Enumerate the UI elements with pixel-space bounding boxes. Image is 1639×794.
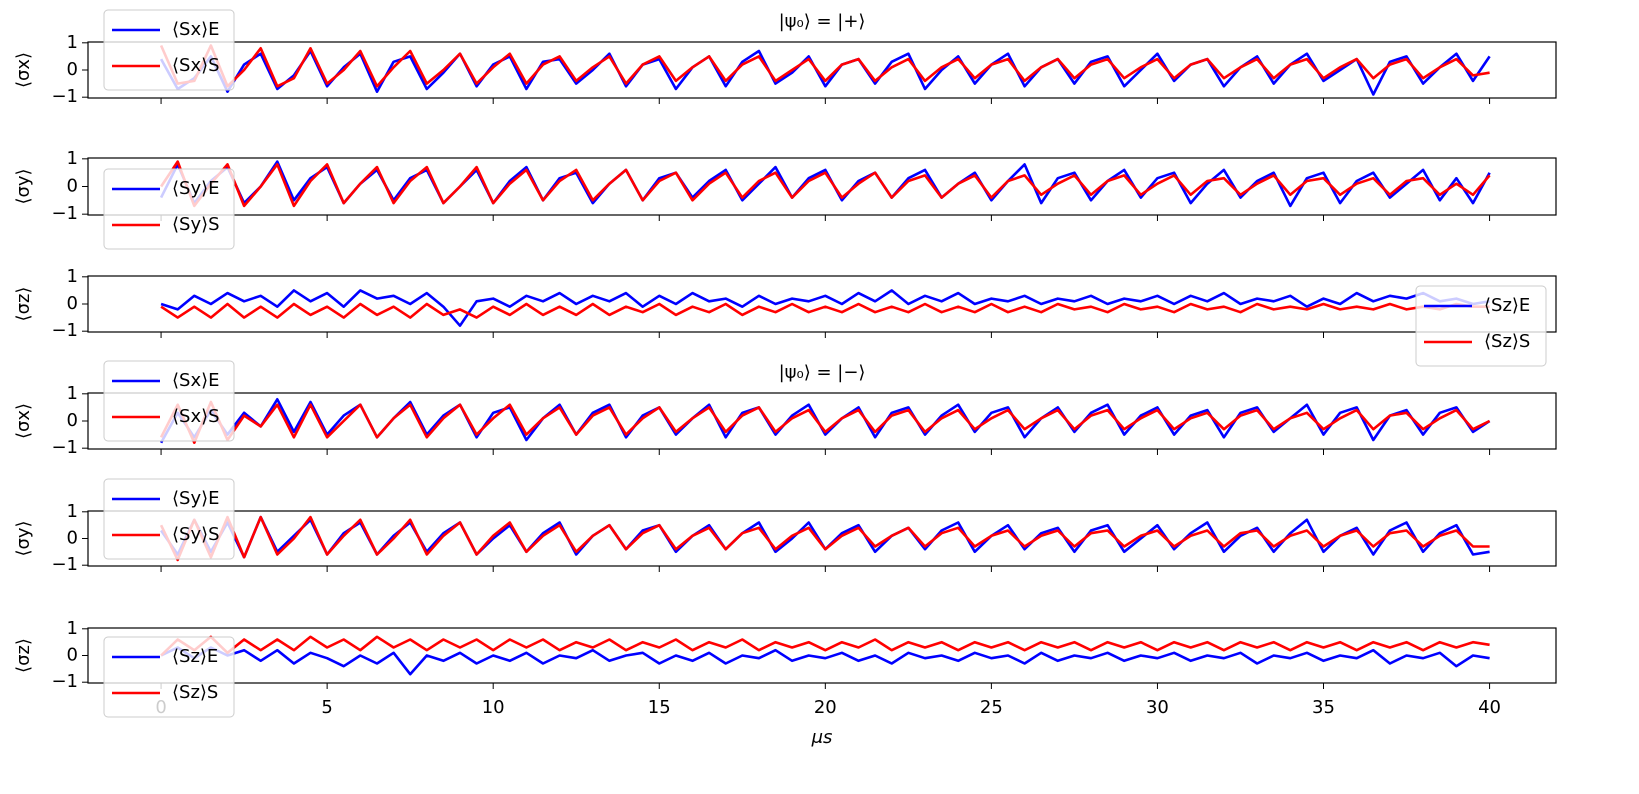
legend-label: ⟨Sy⟩S [172, 524, 220, 545]
legend-label: ⟨Sx⟩E [172, 19, 220, 40]
y-tick-label: −1 [51, 437, 78, 458]
legend-label: ⟨Sz⟩S [1484, 331, 1530, 352]
y-tick-label: 1 [67, 32, 78, 53]
y-axis-label: ⟨σz⟩ [13, 638, 34, 673]
legend-label: ⟨Sy⟩S [172, 214, 220, 235]
x-tick-label: 10 [482, 697, 505, 718]
plot-lines [160, 289, 1490, 327]
plot-lines [160, 635, 1490, 676]
x-tick-label: 40 [1478, 697, 1501, 718]
series-line [159, 400, 1491, 444]
axes-frame [87, 510, 1557, 567]
y-tick-label: 1 [67, 383, 78, 404]
subplot-title: |ψ₀⟩ = |−⟩ [779, 362, 866, 383]
plot-lines [159, 44, 1491, 96]
legend-label: ⟨Sz⟩S [172, 682, 218, 703]
x-tick-label: 35 [1312, 697, 1335, 718]
y-tick-label: 0 [67, 528, 78, 549]
series-line [160, 635, 1490, 657]
y-axis-label: ⟨σy⟩ [13, 168, 34, 204]
series-line [160, 646, 1490, 676]
axes-frame [87, 275, 1557, 333]
series-line [159, 49, 1491, 96]
y-tick-label: −1 [51, 671, 78, 692]
y-tick-label: −1 [51, 320, 78, 341]
y-tick-label: 1 [67, 266, 78, 287]
legend-label: ⟨Sx⟩E [172, 370, 220, 391]
y-tick-label: 0 [67, 59, 78, 80]
legend-label: ⟨Sy⟩E [172, 488, 220, 509]
axes-frame [87, 157, 1557, 216]
y-tick-label: 0 [67, 410, 78, 431]
axes-frame [87, 392, 1557, 450]
x-tick-label: 30 [1146, 697, 1169, 718]
y-tick-label: 1 [67, 618, 78, 639]
x-tick-label: 25 [980, 697, 1003, 718]
y-tick-label: 1 [67, 148, 78, 169]
series-line [160, 302, 1490, 319]
x-tick-label: 5 [321, 697, 332, 718]
legend-label: ⟨Sz⟩E [1484, 295, 1530, 316]
y-tick-label: 1 [67, 501, 78, 522]
x-axis-label: μs [811, 727, 833, 748]
plot-lines [159, 398, 1491, 444]
series-line [159, 44, 1490, 88]
series-line [160, 160, 1491, 208]
legend-label: ⟨Sz⟩E [172, 646, 218, 667]
legend-label: ⟨Sy⟩E [172, 178, 220, 199]
y-axis-label: ⟨σz⟩ [13, 287, 34, 322]
y-tick-label: 0 [67, 176, 78, 197]
series-line [160, 289, 1490, 327]
y-tick-label: 0 [67, 645, 78, 666]
y-axis-label: ⟨σy⟩ [13, 520, 34, 556]
legend-label: ⟨Sx⟩S [172, 406, 220, 427]
y-tick-label: −1 [51, 86, 78, 107]
subplot-title: |ψ₀⟩ = |+⟩ [779, 11, 866, 32]
axes-frame [87, 41, 1557, 99]
plot-lines [159, 515, 1490, 562]
y-axis-label: ⟨σx⟩ [13, 403, 34, 439]
y-axis-label: ⟨σx⟩ [13, 52, 34, 88]
legend-label: ⟨Sx⟩S [172, 55, 220, 76]
series-line [159, 515, 1490, 562]
y-tick-label: 0 [67, 293, 78, 314]
axes-frame [87, 627, 1557, 684]
x-tick-label: 15 [648, 697, 671, 718]
plot-lines [159, 160, 1491, 208]
x-tick-label: 20 [814, 697, 837, 718]
y-tick-label: −1 [51, 554, 78, 575]
y-tick-label: −1 [51, 203, 78, 224]
